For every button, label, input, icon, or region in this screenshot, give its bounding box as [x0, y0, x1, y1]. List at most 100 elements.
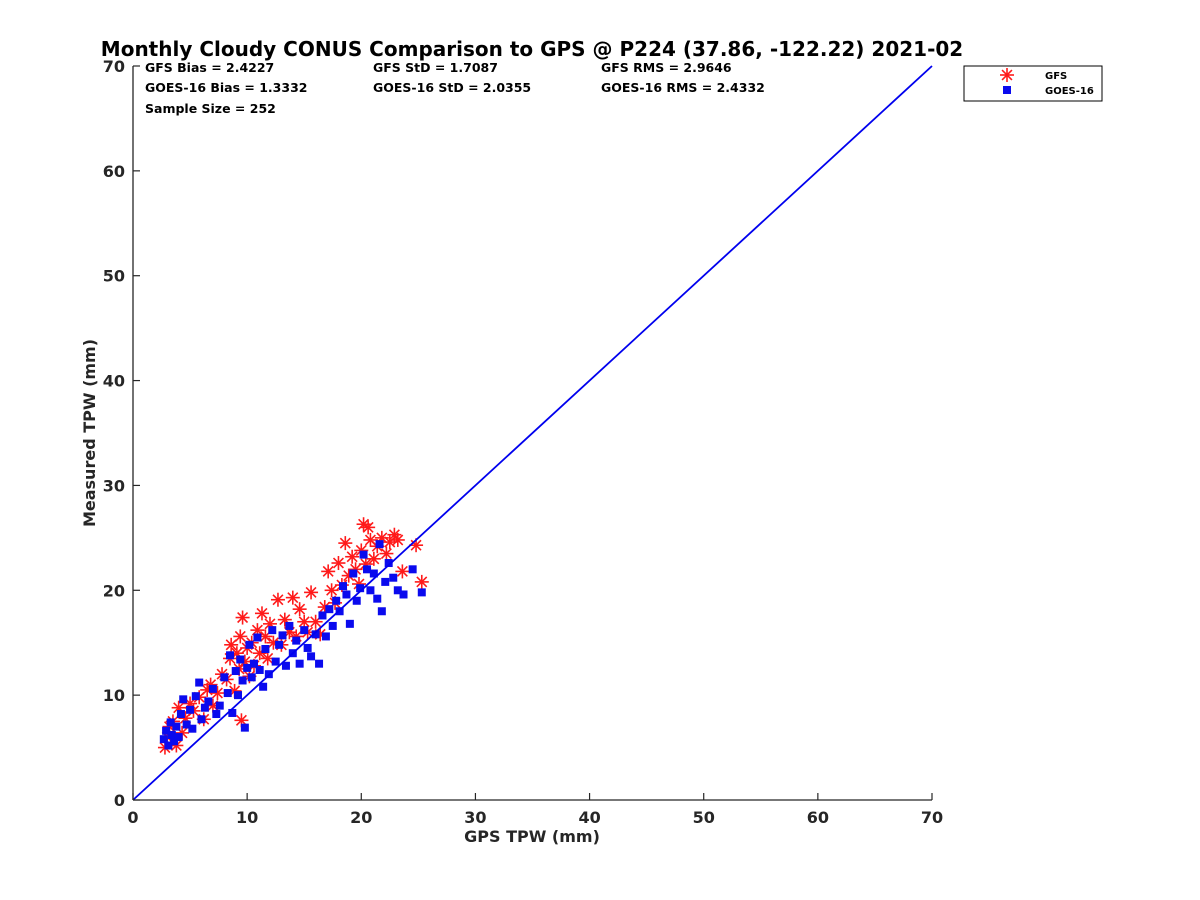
goes-16-point [318, 611, 327, 620]
goes-16-point [281, 661, 290, 670]
y-tick-label: 0 [114, 791, 125, 810]
gfs-point [285, 590, 300, 605]
goes-16-point [356, 584, 365, 593]
goes-16-point [384, 559, 393, 568]
goes-16-point [200, 703, 209, 712]
goes-16-point [349, 569, 358, 578]
goes-16-point [311, 630, 320, 639]
legend-goes-label: GOES-16 [1045, 86, 1094, 97]
goes-16-point [373, 594, 382, 603]
gfs-point [224, 637, 239, 652]
x-tick-label: 30 [464, 808, 486, 827]
gfs-point [331, 556, 346, 571]
goes-16-point [285, 621, 294, 630]
goes-16-point [389, 573, 398, 582]
gfs-point [361, 520, 376, 535]
gfs-point [254, 606, 269, 621]
gfs-point [366, 551, 381, 566]
goes-16-point [328, 621, 337, 630]
goes-16-point [182, 720, 191, 729]
goes-16-point [247, 673, 256, 682]
y-tick-label: 30 [103, 476, 125, 495]
goes-16-point [197, 715, 206, 724]
goes-16-point [377, 607, 386, 616]
gfs-point [324, 583, 339, 598]
gfs-point [292, 602, 307, 617]
goes-16-point [369, 569, 378, 578]
goes-16-point [226, 651, 235, 660]
goes-16-point [191, 692, 200, 701]
gfs-point [338, 536, 353, 551]
goes-16-point [240, 723, 249, 732]
reference-line-group [132, 65, 933, 801]
goes-16-point [375, 540, 384, 549]
y-tick-label: 40 [103, 372, 125, 391]
goes-16-point [167, 730, 176, 739]
goes-16-point [170, 737, 179, 746]
goes-16-point [255, 665, 264, 674]
goes-16-point [261, 645, 270, 654]
goes-16-point [359, 550, 368, 559]
goes-16-point [259, 682, 268, 691]
goes-16-point [186, 705, 195, 714]
goes-16-point [162, 726, 171, 735]
goes-16-point [164, 741, 173, 750]
goes-16-point [195, 678, 204, 687]
goes-16-point [399, 590, 408, 599]
stat-goes-bias: GOES-16 Bias = 1.3332 [145, 80, 307, 95]
x-tick-label: 20 [350, 808, 372, 827]
goes-16-point [342, 590, 351, 599]
x-tick-label: 0 [127, 808, 138, 827]
goes-16-point [234, 691, 243, 700]
x-axis-ticks: 0 10 20 30 40 50 60 70 [127, 793, 943, 827]
goes-16-point [300, 626, 309, 635]
stat-sample-size: Sample Size = 252 [145, 101, 276, 116]
gfs-point [321, 564, 336, 579]
chart-title: Monthly Cloudy CONUS Comparison to GPS @… [101, 37, 963, 61]
goes-16-point [176, 710, 185, 719]
goes-16-point [243, 663, 252, 672]
goes-16-point [231, 667, 240, 676]
goes-16-point [228, 708, 237, 717]
goes-16-point [417, 588, 426, 597]
legend: GFS GOES-16 [963, 65, 1103, 102]
goes-16-point [268, 626, 277, 635]
x-tick-label: 60 [807, 808, 829, 827]
goes-16-point [321, 632, 330, 641]
goes-16-point [362, 565, 371, 574]
gfs-point [382, 535, 397, 550]
legend-goes-marker [1003, 86, 1011, 94]
goes-16-point [381, 577, 390, 586]
one-to-one-line [132, 65, 933, 801]
goes-16-point [339, 582, 348, 591]
gfs-point [304, 585, 319, 600]
goes-16-point [278, 631, 287, 640]
goes-16-point [223, 689, 232, 698]
goes-16-point [275, 640, 284, 649]
gfs-point [233, 629, 248, 644]
stat-goes-std: GOES-16 StD = 2.0355 [373, 80, 531, 95]
gfs-point [390, 532, 405, 547]
x-tick-label: 40 [578, 808, 600, 827]
goes-16-point [236, 655, 245, 664]
goes-16-point [174, 733, 183, 742]
goes-16-point [325, 605, 334, 614]
goes-16-point [159, 735, 168, 744]
goes-16-point [172, 722, 181, 731]
gfs-point [270, 592, 285, 607]
goes-16-point [332, 596, 341, 605]
goes-16-point [249, 659, 258, 668]
goes-16-point [179, 695, 188, 704]
stats-annotations: GFS Bias = 2.4227 GFS StD = 1.7087 GFS R… [145, 60, 765, 116]
goes-16-point [271, 657, 280, 666]
y-axis-label: Measured TPW (mm) [80, 339, 99, 527]
y-tick-label: 70 [103, 57, 125, 76]
stat-gfs-bias: GFS Bias = 2.4227 [145, 60, 274, 75]
goes-16-point [307, 652, 316, 661]
goes-16-point [238, 676, 247, 685]
y-tick-label: 20 [103, 581, 125, 600]
goes-16-point [408, 565, 417, 574]
gfs-point [345, 549, 360, 564]
goes-16-point [245, 640, 254, 649]
